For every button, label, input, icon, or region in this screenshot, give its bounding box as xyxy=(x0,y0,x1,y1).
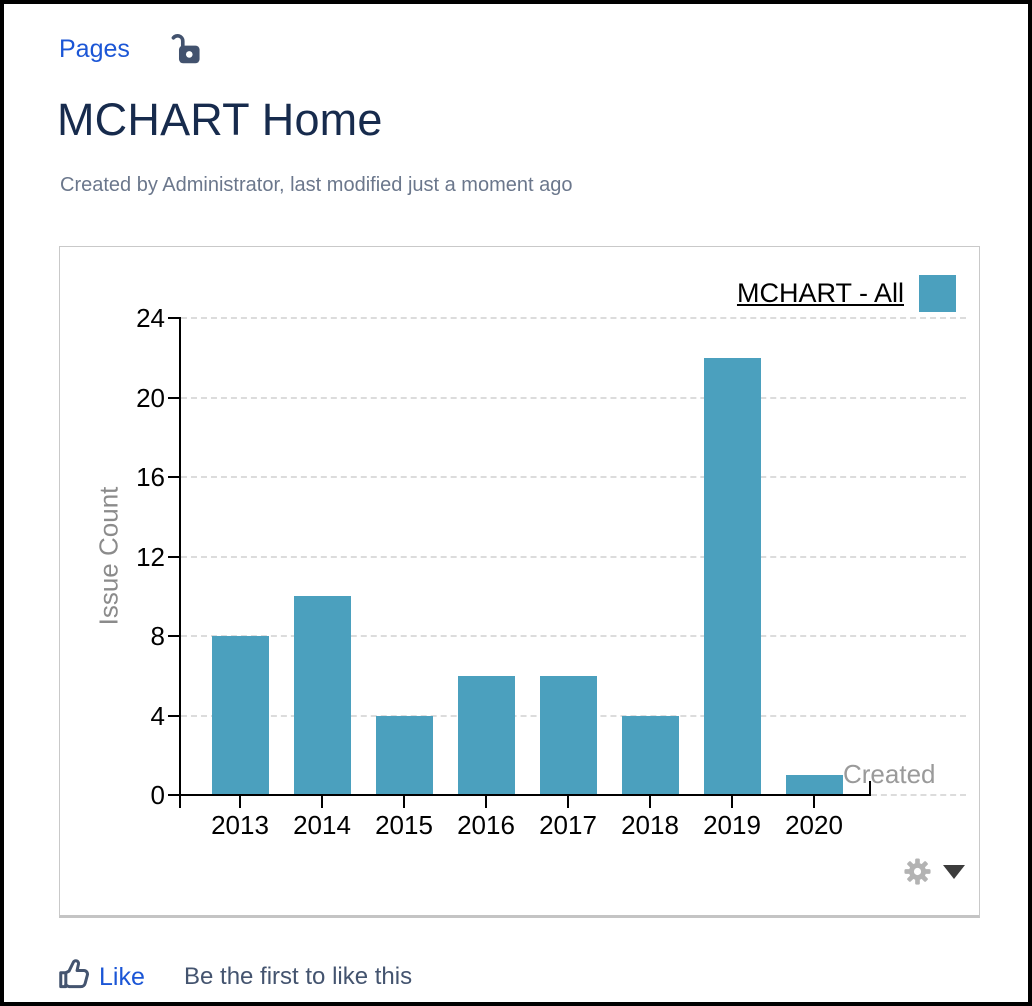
bar-chart-plot: 0 4 8 12 16 20 24 2013 2014 2015 2016 2017 2018 2019 2… xyxy=(60,247,979,915)
x-tick-2014 xyxy=(321,796,323,808)
y-tick-label-16: 16 xyxy=(136,462,165,492)
y-tick-16 xyxy=(168,476,181,478)
x-tick-label-2020: 2020 xyxy=(785,810,843,840)
x-tick-label-2015: 2015 xyxy=(375,810,433,840)
bar-2016 xyxy=(457,675,515,795)
gridline-y-20 xyxy=(181,396,966,399)
caret-down-icon[interactable] xyxy=(943,864,965,879)
x-axis-line xyxy=(181,794,871,796)
y-tick-4 xyxy=(168,714,181,717)
legend-color-swatch xyxy=(919,275,956,312)
chart-macro-panel: MCHART - All 0 4 8 12 16 20 24 2013 2014 2015 2016… xyxy=(59,246,980,918)
y-tick-8 xyxy=(168,635,181,637)
y-tick-20 xyxy=(168,396,181,399)
y-tick-24 xyxy=(168,317,181,319)
x-tick-2017 xyxy=(567,796,569,808)
bar-2018 xyxy=(621,715,679,795)
like-hint-text: Be the first to like this xyxy=(184,963,413,990)
y-tick-0 xyxy=(168,794,181,796)
breadcrumb-pages-link[interactable]: Pages xyxy=(59,35,130,63)
x-tick-label-2016: 2016 xyxy=(457,810,515,840)
bar-2013 xyxy=(211,636,269,795)
y-tick-label-24: 24 xyxy=(136,303,165,333)
x-axis-end-tick xyxy=(869,781,871,796)
bar-2020 xyxy=(785,775,843,795)
y-tick-label-20: 20 xyxy=(136,382,165,413)
page-byline: Created by Administrator, last modified … xyxy=(60,174,573,196)
x-tick-2020 xyxy=(813,796,815,808)
gridline-y-16 xyxy=(181,476,966,478)
x-tick-2019 xyxy=(731,796,733,808)
chart-legend: MCHART - All xyxy=(734,275,956,312)
gridline-y-8 xyxy=(181,635,966,637)
like-button[interactable]: Like xyxy=(99,963,145,991)
bar-2014 xyxy=(293,596,351,795)
baseline-dashed-extension xyxy=(871,794,966,796)
y-tick-12 xyxy=(168,555,181,558)
x-tick-label-2018: 2018 xyxy=(621,810,679,840)
x-tick-label-2014: 2014 xyxy=(293,810,351,840)
y-tick-label-0: 0 xyxy=(150,780,165,810)
x-tick-label-2013: 2013 xyxy=(211,810,269,840)
bar-2017 xyxy=(539,675,597,795)
y-tick-label-4: 4 xyxy=(150,700,165,731)
x-tick-2015 xyxy=(403,796,405,808)
y-tick-label-8: 8 xyxy=(150,621,165,651)
x-tick-2016 xyxy=(485,796,487,808)
axis-end-annotation: Created xyxy=(843,759,936,789)
x-tick-label-2017: 2017 xyxy=(539,810,597,840)
y-axis-title: Issue Count xyxy=(93,486,124,626)
chart-settings-menu[interactable] xyxy=(901,855,965,888)
unlock-icon[interactable] xyxy=(166,31,204,69)
y-tick-label-12: 12 xyxy=(136,541,165,572)
page-title: MCHART Home xyxy=(57,94,383,145)
x-tick-2018 xyxy=(649,796,651,808)
x-tick-2013 xyxy=(239,796,241,808)
bar-2019 xyxy=(703,357,761,795)
bar-2015 xyxy=(375,715,433,795)
legend-series-link[interactable]: MCHART - All xyxy=(734,278,906,309)
x-tick-label-2019: 2019 xyxy=(703,810,761,840)
gear-icon[interactable] xyxy=(901,855,934,888)
gridline-y-24 xyxy=(181,317,966,319)
thumbs-up-icon[interactable] xyxy=(56,955,94,993)
gridline-y-12 xyxy=(181,555,966,558)
y-axis-line xyxy=(179,317,181,808)
